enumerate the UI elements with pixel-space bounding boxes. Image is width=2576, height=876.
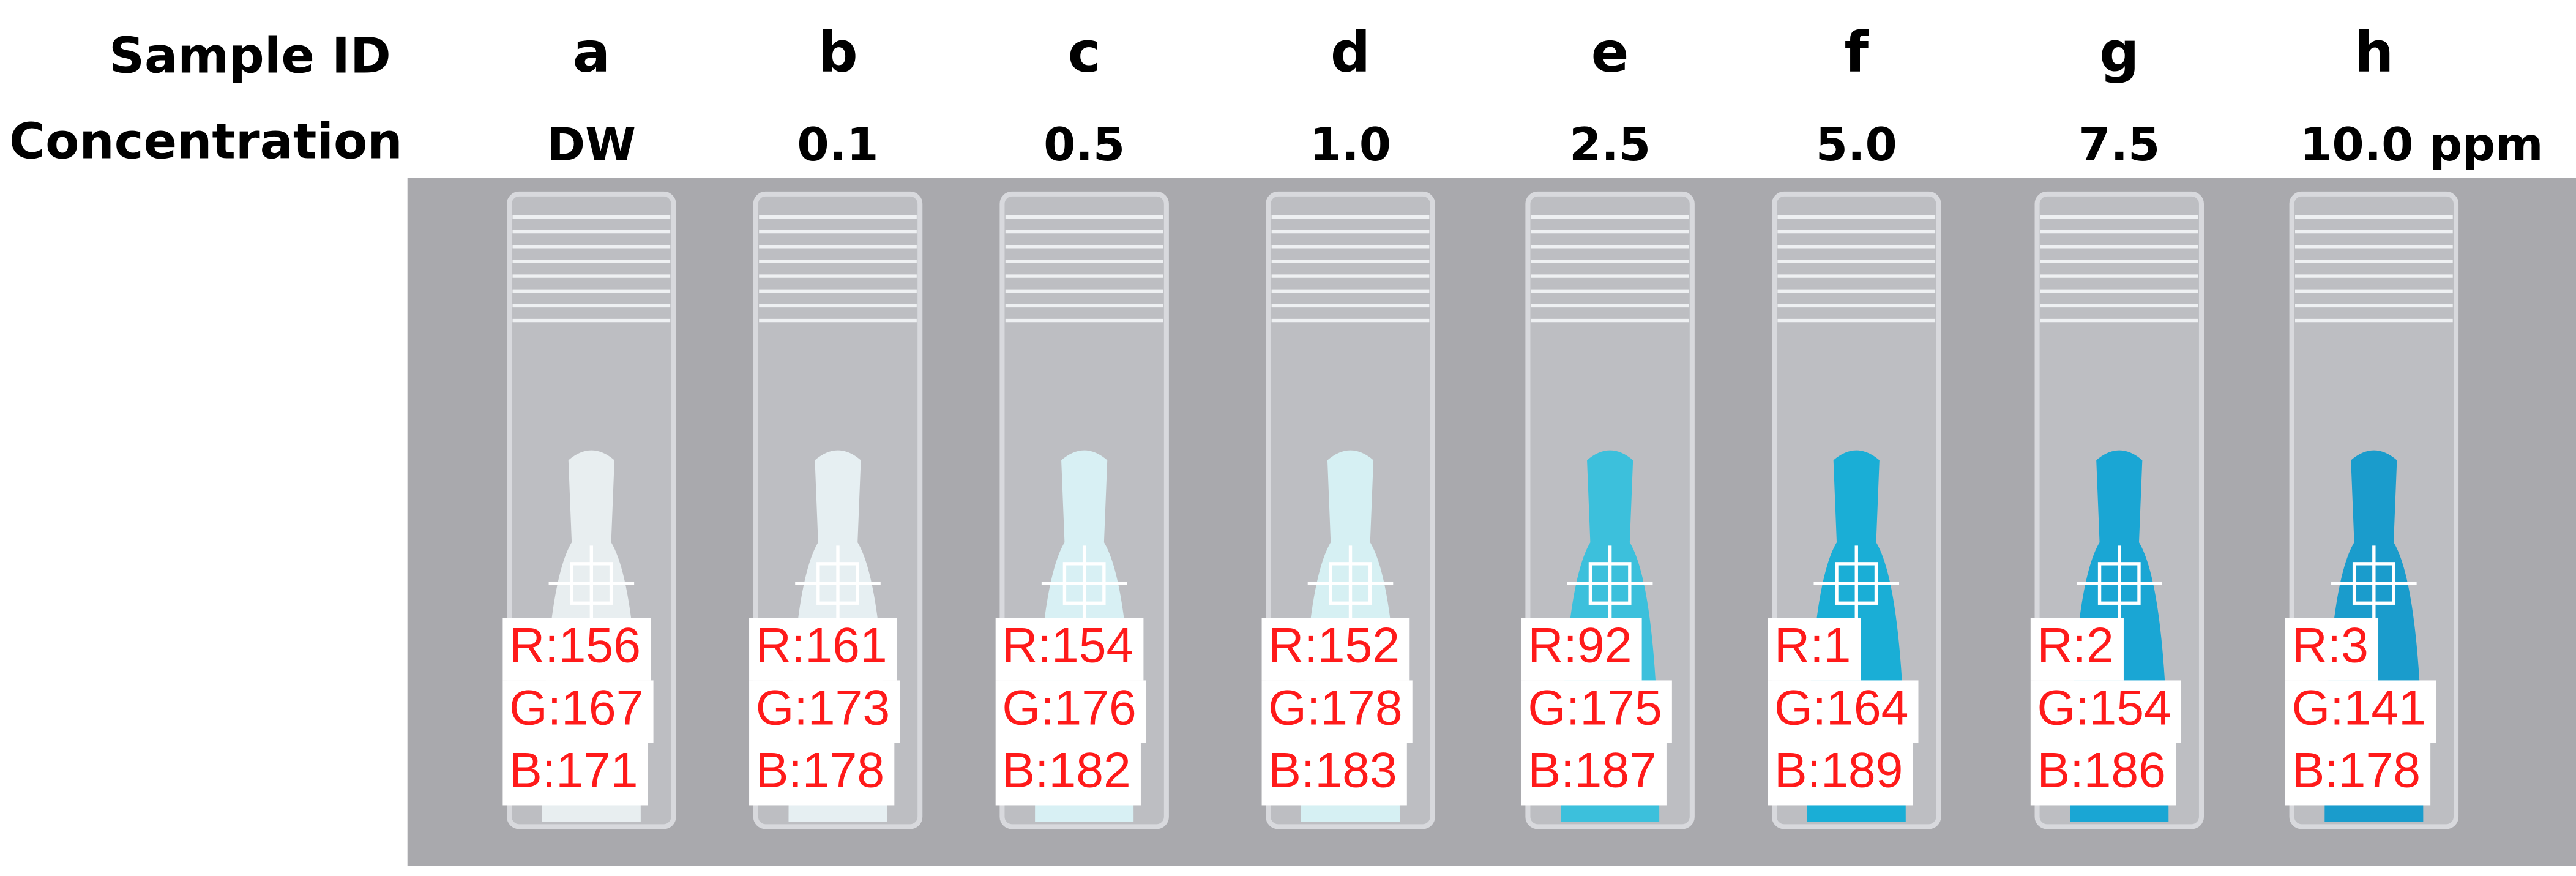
- rgb-label-bg: [1521, 680, 1672, 743]
- concentration: 2.5: [1569, 118, 1651, 171]
- concentration-label: Concentration: [9, 112, 403, 170]
- rgb-value: G:178: [1268, 681, 1402, 736]
- rgb-value: B:183: [1268, 743, 1397, 798]
- concentration: DW: [547, 118, 636, 171]
- rgb-label-bg: [502, 680, 654, 743]
- rgb-value: R:154: [1002, 618, 1133, 673]
- rgb-value: G:173: [756, 681, 890, 736]
- rgb-label-bg: [2030, 680, 2181, 743]
- rgb-label-bg: [2285, 680, 2436, 743]
- rgb-label-bg: [1768, 743, 1913, 806]
- rgb-value: G:154: [2037, 681, 2171, 736]
- rgb-label-bg: [502, 618, 651, 681]
- rgb-label-bg: [502, 743, 648, 806]
- rgb-value: B:186: [2037, 743, 2166, 798]
- sample-id: b: [818, 19, 857, 84]
- rgb-value: R:156: [509, 618, 641, 673]
- rgb-value: G:175: [1528, 681, 1662, 736]
- concentration: 10.0 ppm: [2300, 118, 2544, 171]
- rgb-value: R:1: [1774, 618, 1851, 673]
- rgb-value: R:2: [2037, 618, 2114, 673]
- concentration: 0.1: [797, 118, 878, 171]
- rgb-value: G:164: [1774, 681, 1908, 736]
- rgb-label-bg: [2030, 618, 2124, 681]
- rgb-label-bg: [1521, 743, 1667, 806]
- sample-id-label: Sample ID: [109, 27, 391, 84]
- rgb-label-bg: [995, 618, 1144, 681]
- photo: [407, 178, 2576, 866]
- concentration: 1.0: [1310, 118, 1391, 171]
- rgb-value: G:141: [2292, 681, 2426, 736]
- rgb-label-bg: [995, 743, 1141, 806]
- rgb-label-bg: [2285, 743, 2431, 806]
- sample-id: h: [2354, 19, 2394, 84]
- rgb-label-bg: [1261, 680, 1413, 743]
- rgb-label-bg: [995, 680, 1146, 743]
- rgb-label-bg: [2030, 743, 2176, 806]
- rgb-value: B:171: [509, 743, 638, 798]
- rgb-value: G:176: [1002, 681, 1136, 736]
- concentration: 0.5: [1043, 118, 1125, 171]
- sample-id: c: [1068, 19, 1101, 84]
- rgb-label-bg: [749, 743, 895, 806]
- rgb-label-bg: [1768, 618, 1861, 681]
- rgb-value: B:189: [1774, 743, 1903, 798]
- rgb-value: R:152: [1268, 618, 1400, 673]
- rgb-label-bg: [1261, 618, 1410, 681]
- rgb-value: B:178: [2292, 743, 2421, 798]
- rgb-value: G:167: [509, 681, 643, 736]
- sample-id: e: [1591, 19, 1629, 84]
- rgb-value: B:187: [1528, 743, 1656, 798]
- rgb-label-bg: [2285, 618, 2379, 681]
- rgb-label-bg: [1768, 680, 1919, 743]
- sample-id: f: [1844, 19, 1869, 84]
- rgb-label-bg: [749, 680, 900, 743]
- rgb-value: R:3: [2292, 618, 2369, 673]
- rgb-value: R:92: [1528, 618, 1632, 673]
- sample-id: a: [573, 19, 611, 84]
- rgb-value: B:182: [1002, 743, 1130, 798]
- rgb-value: B:178: [756, 743, 884, 798]
- rgb-label-bg: [1261, 743, 1407, 806]
- concentration: 7.5: [2078, 118, 2160, 171]
- rgb-label-bg: [1521, 618, 1642, 681]
- sample-id: d: [1331, 19, 1370, 84]
- concentration: 5.0: [1816, 118, 1897, 171]
- sample-id: g: [2099, 19, 2139, 84]
- rgb-value: R:161: [756, 618, 887, 673]
- rgb-label-bg: [749, 618, 897, 681]
